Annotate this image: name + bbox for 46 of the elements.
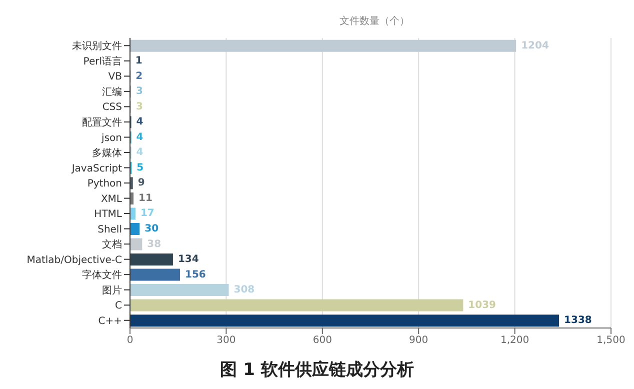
data-label: 1039	[468, 300, 496, 311]
data-label: 4	[136, 132, 144, 143]
data-label: 3	[136, 86, 143, 98]
y-tick-label: XML	[100, 194, 122, 205]
x-tick-label: 900	[409, 335, 428, 346]
data-label: 17	[140, 208, 154, 220]
data-label: 5	[136, 162, 144, 174]
y-tick-label: HTML	[94, 209, 122, 220]
y-tick-label: CSS	[102, 102, 122, 114]
data-label: 4	[136, 147, 144, 158]
y-tick-label: 文档	[102, 238, 122, 251]
y-tick-label: 配置文件	[82, 116, 122, 128]
data-label: 11	[138, 192, 152, 204]
data-label: 4	[136, 116, 144, 128]
x-tick-label: 300	[216, 335, 236, 346]
data-label: 1338	[564, 315, 592, 326]
data-label: 308	[234, 284, 255, 296]
x-tick-label: 600	[312, 335, 332, 346]
data-label: 2	[136, 70, 143, 82]
x-axis-title: 文件数量（个）	[338, 14, 410, 28]
data-label: 156	[185, 269, 206, 280]
y-tick-label: 图片	[102, 284, 122, 296]
data-label: 38	[147, 238, 162, 250]
y-tick-label: VB	[108, 72, 122, 83]
x-tick-label: 1,200	[500, 335, 530, 346]
data-label: 30	[144, 223, 159, 234]
data-label: 9	[138, 178, 145, 189]
x-tick-label: 0	[126, 335, 134, 346]
y-tick-label: json	[100, 132, 122, 144]
y-tick-label: Perl语言	[83, 55, 122, 68]
y-tick-label: Matlab/Objective-C	[26, 254, 122, 266]
data-label: 134	[178, 254, 199, 266]
data-label: 3	[136, 101, 143, 112]
data-label: 1	[135, 56, 142, 67]
y-tick-label: 字体文件	[82, 269, 122, 282]
text: 图 1 软件供应链成分分析	[219, 359, 415, 381]
x-tick-label: 1,500	[596, 335, 626, 346]
data-label: 1204	[521, 40, 549, 52]
y-tick-label: C	[115, 300, 122, 312]
y-tick-label: C++	[98, 316, 122, 327]
y-tick-label: 汇编	[102, 86, 122, 98]
y-tick-label: JavaScript	[70, 163, 122, 174]
y-tick-label: 多媒体	[92, 147, 122, 160]
y-tick-label: 未识别文件	[72, 40, 122, 52]
y-tick-label: Shell	[98, 224, 122, 236]
y-tick-label: Python	[87, 178, 122, 190]
